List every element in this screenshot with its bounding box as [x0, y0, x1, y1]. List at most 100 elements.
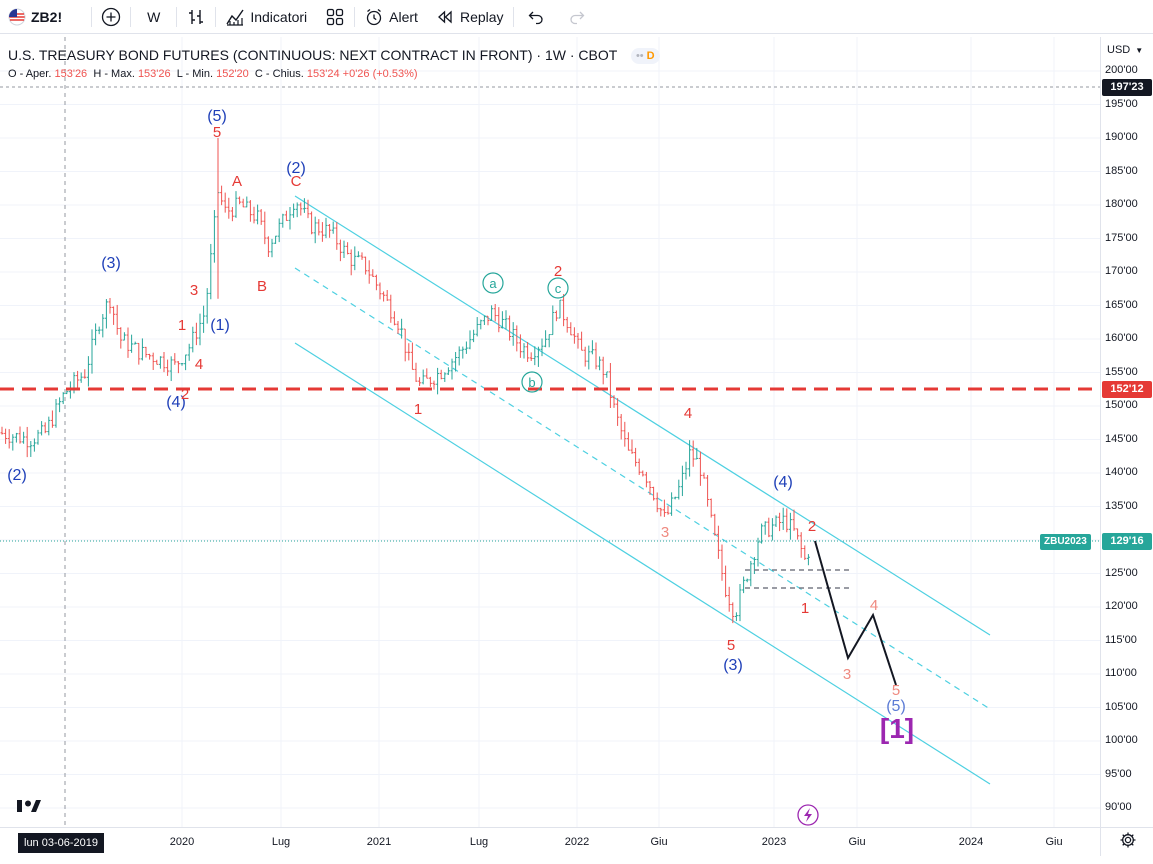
toolbar-divider — [215, 6, 217, 27]
indicators-button[interactable]: Indicatori — [216, 0, 316, 33]
price-bar — [40, 421, 44, 436]
time-tick-label: 2024 — [958, 836, 984, 848]
redo-button[interactable] — [558, 0, 596, 33]
wave-label-red: 5 — [213, 124, 221, 141]
price-bar — [25, 426, 29, 458]
price-bar — [745, 578, 749, 583]
price-bar — [378, 282, 382, 300]
price-bar — [209, 243, 213, 300]
price-bar — [446, 367, 450, 375]
price-bar — [490, 305, 494, 321]
price-bar — [176, 361, 180, 374]
price-bar — [461, 346, 465, 359]
price-bar — [317, 219, 321, 236]
price-bar — [475, 317, 479, 337]
price-bar — [184, 354, 188, 371]
price-bar — [112, 306, 116, 325]
price-bar — [212, 210, 216, 263]
price-bar — [252, 206, 256, 224]
price-bar — [151, 352, 155, 370]
price-bar — [792, 509, 796, 531]
chart-legend-ohlc: O - Aper. 153'26 H - Max. 153'26 L - Min… — [8, 68, 418, 80]
price-bar — [389, 294, 393, 323]
price-bar — [454, 351, 458, 372]
templates-button[interactable] — [316, 0, 354, 33]
chart-legend-title[interactable]: U.S. TREASURY BOND FUTURES (CONTINUOUS: … — [8, 47, 660, 65]
price-bar — [202, 305, 206, 333]
legend-high-value: 153'26 — [137, 68, 171, 80]
price-bar — [536, 346, 540, 367]
price-bar — [90, 329, 94, 374]
price-bar — [662, 499, 666, 517]
price-bar — [670, 492, 674, 516]
price-bar — [299, 202, 303, 216]
wave-label-red: 2 — [181, 386, 189, 403]
price-bar — [551, 305, 555, 336]
price-tick-label: 150'00 — [1105, 399, 1138, 411]
price-bar — [292, 203, 296, 218]
price-bar — [241, 198, 245, 208]
circled-label-a: a — [489, 276, 497, 291]
price-bar — [436, 367, 440, 395]
price-bar — [115, 304, 119, 335]
price-bar — [367, 260, 371, 284]
price-bar — [18, 426, 22, 444]
circled-label-b: b — [528, 375, 535, 390]
price-bar — [677, 479, 681, 500]
legend-close-value: 153'24 — [306, 68, 340, 80]
price-bar — [43, 422, 47, 434]
price-bar — [486, 315, 490, 326]
undo-button[interactable] — [514, 0, 558, 33]
price-bar — [522, 343, 526, 359]
chart-pane[interactable]: a c b (5) (2) (3) (1) (4) (2) (4) (3) (5… — [0, 37, 1100, 827]
price-bar — [706, 474, 710, 507]
symbol-button[interactable]: ZB2! — [0, 0, 71, 33]
chart-settings-button[interactable] — [1100, 827, 1153, 856]
currency-label: USD — [1107, 44, 1131, 56]
price-bar — [572, 327, 576, 344]
time-tick-label: Lug — [469, 836, 489, 848]
price-bar — [158, 356, 162, 369]
price-bar — [702, 472, 706, 479]
price-bar — [79, 372, 83, 383]
indicators-label: Indicatori — [250, 8, 308, 25]
price-bar — [403, 328, 407, 362]
price-bar — [500, 311, 504, 329]
price-bar — [511, 322, 515, 346]
replay-button[interactable]: Replay — [427, 0, 513, 33]
price-scale[interactable]: USD ▼ 200'00 195'00 190'00 185'00 180'00 175'… — [1100, 37, 1153, 827]
price-bar — [515, 325, 519, 352]
alert-button[interactable]: Alert — [355, 0, 427, 33]
toolbar-divider — [91, 6, 93, 27]
price-bar — [140, 338, 144, 361]
price-bar — [338, 239, 342, 262]
legend-change-value: +0'26 (+0.53%) — [342, 68, 418, 80]
price-bar — [173, 353, 177, 365]
price-bar — [256, 204, 260, 225]
price-bar — [14, 432, 18, 443]
price-bar — [698, 451, 702, 486]
price-bar — [472, 329, 476, 343]
price-bar — [274, 235, 278, 244]
replay-label: Replay — [459, 8, 504, 25]
legend-status-pill[interactable]: •• D — [630, 48, 660, 65]
price-bar — [720, 544, 724, 581]
time-scale[interactable]: 2020 Lug 2021 Lug 2022 Giu 2023 Giu 2024 Giu lun … — [0, 827, 1100, 856]
price-bar — [22, 431, 26, 444]
compare-button[interactable] — [92, 0, 130, 33]
interval-button[interactable]: W — [131, 0, 176, 33]
lightning-icon[interactable] — [797, 804, 819, 826]
chart-style-button[interactable] — [177, 0, 215, 33]
price-bar — [464, 341, 468, 354]
currency-selector[interactable]: USD ▼ — [1107, 44, 1143, 56]
legend-symbol-title: U.S. TREASURY BOND FUTURES (CONTINUOUS: … — [8, 47, 618, 63]
price-tick-label: 190'00 — [1105, 131, 1138, 143]
flag-icon — [8, 8, 26, 26]
price-bar — [342, 240, 346, 258]
price-bar — [400, 318, 404, 339]
price-bar — [605, 371, 609, 378]
price-tick-label: 125'00 — [1105, 566, 1138, 579]
legend-low-label: L - Min. — [176, 68, 214, 80]
price-bar — [626, 432, 630, 451]
price-bar — [392, 311, 396, 326]
